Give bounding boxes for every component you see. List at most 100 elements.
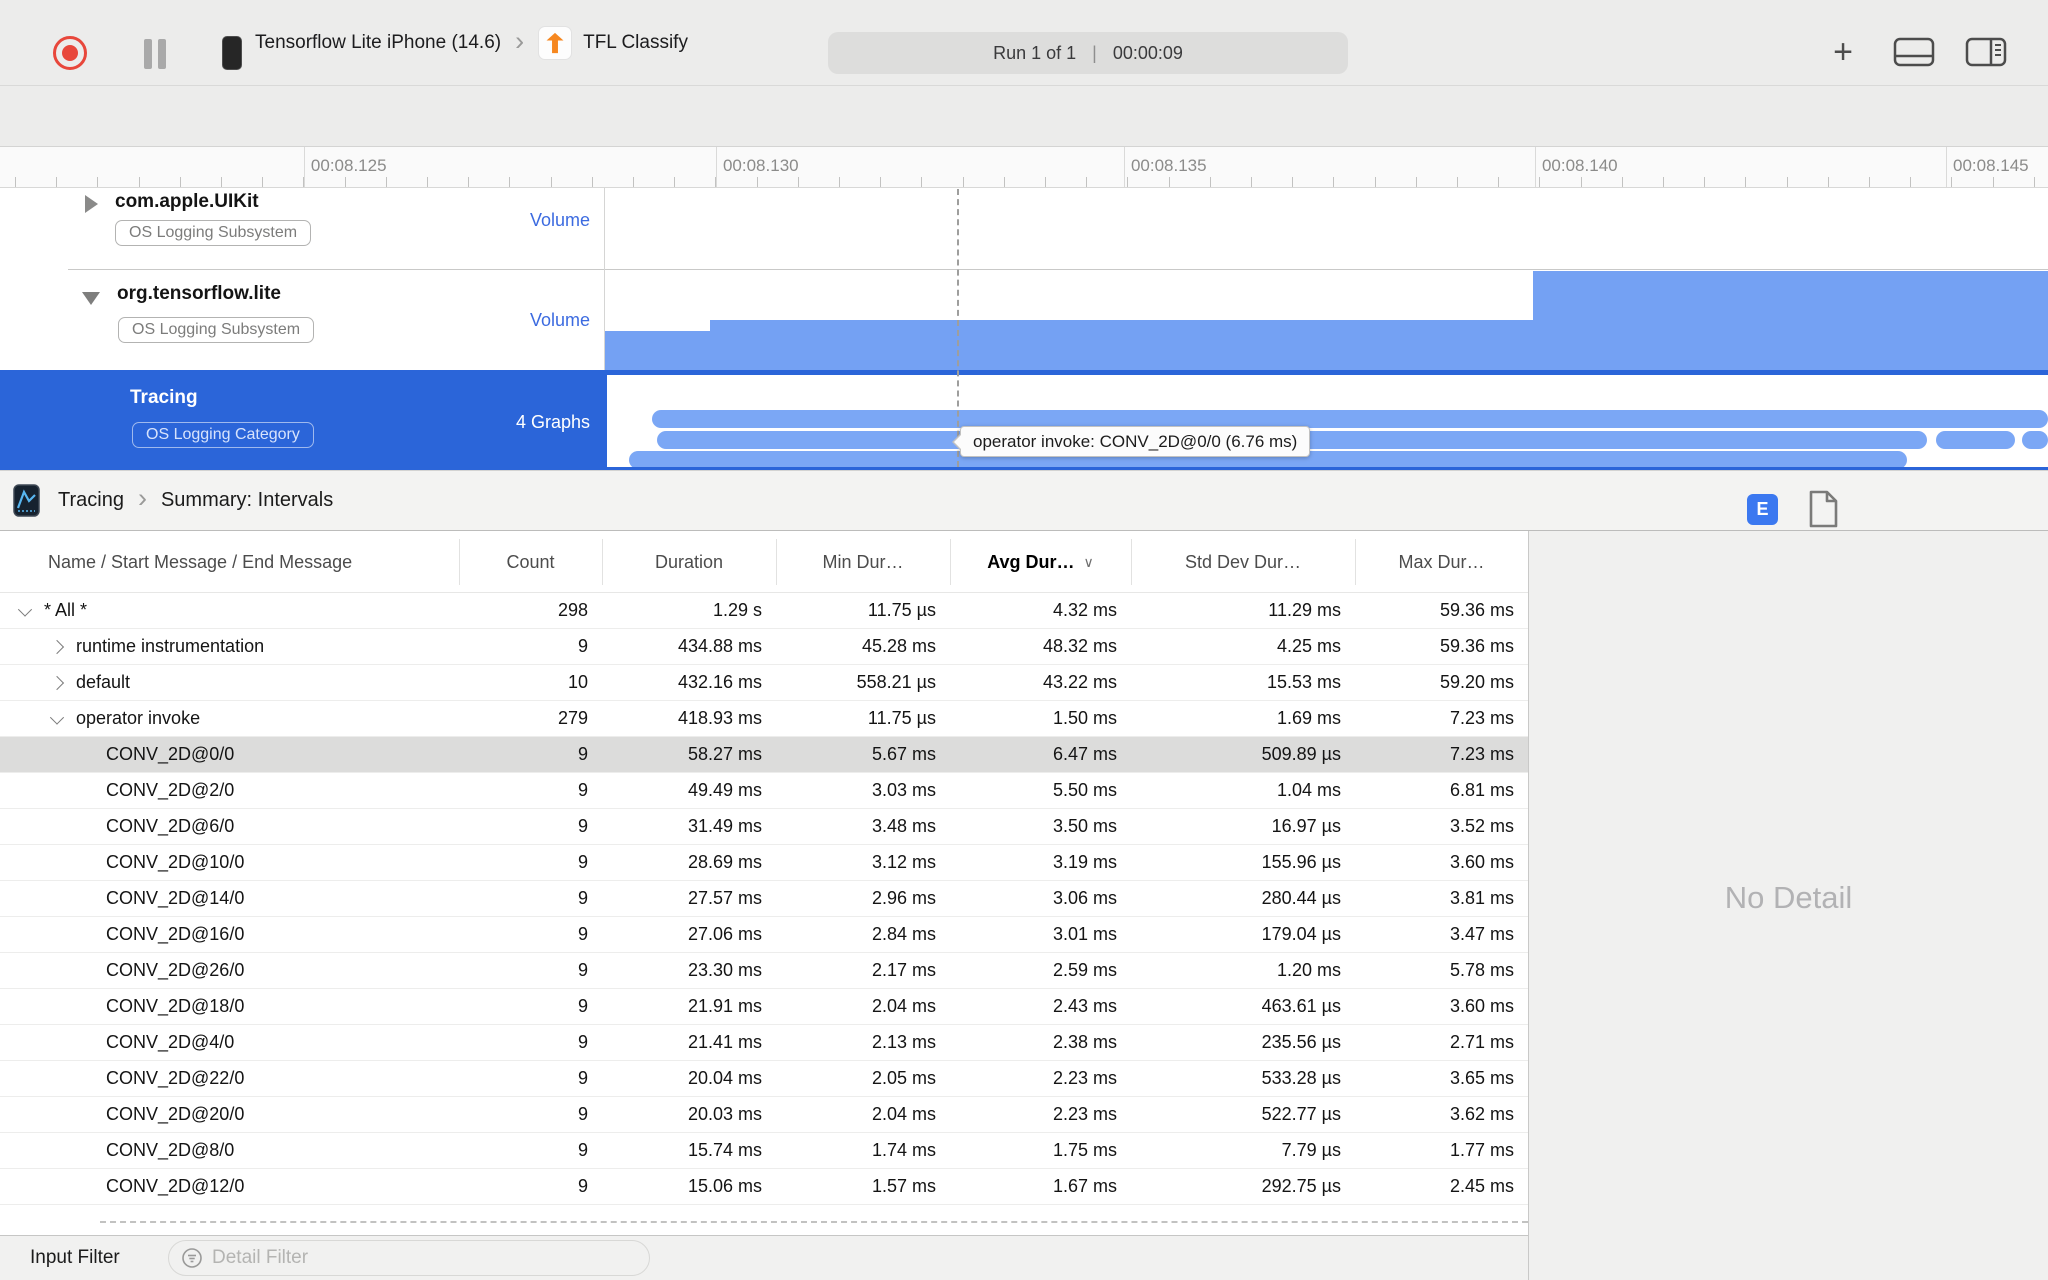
row-value-cell: 21.91 ms — [687, 996, 762, 1016]
track-filter-bar: Track Filter All Tracks Duplicate — [0, 86, 2048, 222]
column-header-min[interactable]: Min Dur… — [776, 531, 950, 593]
track-row-uikit[interactable]: com.apple.UIKit OS Logging Subsystem Vol… — [0, 188, 2048, 270]
row-value-cell: 1.29 s — [712, 600, 762, 620]
table-row[interactable]: runtime instrumentation 9 434.88 ms 45.28 m… — [0, 629, 1528, 665]
row-value-cell: 6.81 ms — [1449, 780, 1514, 800]
table-row[interactable]: CONV_2D@0/0 9 58.27 ms 5.67 ms 6.47 ms 509.89… — [0, 737, 1528, 773]
minor-tick — [1457, 177, 1458, 187]
column-header-stddev[interactable]: Std Dev Dur… — [1131, 531, 1355, 593]
minor-tick — [962, 177, 964, 187]
disclosure-triangle-icon[interactable] — [82, 292, 100, 305]
table-cutoff-indicator — [100, 1221, 1528, 1223]
row-value-cell: 45.28 ms — [861, 636, 936, 656]
column-header-name[interactable]: Name / Start Message / End Message — [48, 551, 353, 572]
table-row[interactable]: CONV_2D@6/0 9 31.49 ms 3.48 ms 3.50 ms 16.97 … — [0, 809, 1528, 845]
minor-tick — [385, 177, 387, 187]
row-name: CONV_2D@4/0 — [106, 1032, 235, 1052]
time-label: 00:08.130 — [722, 156, 799, 175]
disclosure-chevron-icon[interactable] — [49, 710, 65, 725]
toggle-bottom-panel-button[interactable] — [1892, 36, 1936, 68]
time-label: 00:08.145 — [1953, 156, 2029, 175]
extended-detail-button[interactable]: E — [1747, 494, 1778, 525]
table-row[interactable]: CONV_2D@4/0 9 21.41 ms 2.13 ms 2.38 ms 235.56… — [0, 1025, 1528, 1061]
table-row[interactable]: CONV_2D@16/0 9 27.06 ms 2.84 ms 3.01 ms 179.0… — [0, 917, 1528, 953]
pause-button[interactable] — [144, 39, 168, 69]
track-meta[interactable]: Volume — [529, 310, 590, 330]
table-row[interactable]: CONV_2D@18/0 9 21.91 ms 2.04 ms 2.43 ms 463.6… — [0, 989, 1528, 1025]
table-row[interactable]: default 10 432.16 ms 558.21 µs 43.22 ms 15.53… — [0, 665, 1528, 701]
breadcrumb-page[interactable]: Summary: Intervals — [160, 489, 334, 511]
row-value-cell: 3.12 ms — [871, 852, 936, 872]
table-row[interactable]: CONV_2D@2/0 9 49.49 ms 3.03 ms 5.50 ms 1.04 m… — [0, 773, 1528, 809]
minor-tick — [2033, 177, 2035, 187]
detail-filter-input[interactable]: Detail Filter — [168, 1240, 650, 1276]
row-name-cell: CONV_2D@16/0 — [0, 924, 459, 945]
table-body: * All * 298 1.29 s 11.75 µs 4.32 ms 11.29 ms 5… — [0, 593, 1528, 1210]
row-value-cell: 11.75 µs — [867, 708, 936, 728]
record-button[interactable] — [53, 36, 87, 70]
minor-tick — [221, 177, 222, 187]
table-row[interactable]: CONV_2D@26/0 9 23.30 ms 2.17 ms 2.59 ms 1.20 … — [0, 953, 1528, 989]
disclosure-chevron-icon[interactable] — [49, 639, 65, 654]
table-row[interactable]: CONV_2D@12/0 9 15.06 ms 1.57 ms 1.67 ms 292.7… — [0, 1169, 1528, 1205]
row-name: CONV_2D@16/0 — [106, 924, 245, 944]
interval-bar[interactable] — [628, 451, 1907, 467]
document-detail-button[interactable] — [1806, 490, 1840, 533]
minor-tick — [1127, 177, 1129, 187]
row-name-cell: CONV_2D@12/0 — [0, 1176, 459, 1197]
add-instrument-button[interactable]: + — [1833, 33, 1853, 71]
volume-area-chart[interactable] — [605, 270, 2048, 370]
target-breadcrumb[interactable]: Tensorflow Lite iPhone (14.6) › TFL Clas… — [255, 0, 688, 86]
disclosure-chevron-icon[interactable] — [17, 602, 33, 617]
track-badge: OS Logging Subsystem — [115, 220, 312, 246]
column-header-count[interactable]: Count — [459, 531, 602, 593]
interval-bar[interactable] — [2022, 431, 2048, 449]
row-value-cell: 9 — [577, 888, 588, 908]
table-row[interactable]: CONV_2D@22/0 9 20.04 ms 2.05 ms 2.23 ms 533.2… — [0, 1061, 1528, 1097]
column-header-duration[interactable]: Duration — [602, 531, 776, 593]
row-value-cell: 23.30 ms — [687, 960, 762, 980]
table-row[interactable]: CONV_2D@14/0 9 27.57 ms 2.96 ms 3.06 ms 280.4… — [0, 881, 1528, 917]
table-row[interactable]: CONV_2D@20/0 9 20.03 ms 2.04 ms 2.23 ms 522.7… — [0, 1097, 1528, 1133]
timeline-cursor[interactable] — [957, 189, 959, 467]
app-name[interactable]: TFL Classify — [583, 32, 688, 53]
table-row[interactable]: operator invoke 279 418.93 ms 11.75 µs 1.50 … — [0, 701, 1528, 737]
chevron-right-icon: › — [137, 483, 147, 513]
time-label: 00:08.135 — [1130, 156, 1207, 175]
track-title: com.apple.UIKit — [115, 191, 259, 212]
row-name: CONV_2D@26/0 — [106, 960, 245, 980]
track-label-divider[interactable] — [604, 188, 605, 370]
table-row[interactable]: CONV_2D@8/0 9 15.74 ms 1.74 ms 1.75 ms 7.79 µ… — [0, 1133, 1528, 1169]
minor-tick — [1992, 177, 1994, 187]
right-panel-icon — [1965, 37, 2007, 67]
tracing-intervals-graph[interactable]: operator invoke: CONV_2D@0/0 (6.76 ms) — [607, 375, 2048, 467]
disclosure-triangle-icon[interactable] — [85, 195, 98, 213]
timeline-ruler[interactable]: 00:08.125 00:08.130 00:08.135 00:08.140 00:0… — [0, 146, 2048, 188]
column-header-avg[interactable]: Avg Dur… ∨ — [950, 531, 1131, 593]
row-value-cell: 2.71 ms — [1449, 1032, 1514, 1052]
column-header-max[interactable]: Max Dur… — [1355, 531, 1528, 593]
table-row[interactable]: * All * 298 1.29 s 11.75 µs 4.32 ms 11.29 ms 5… — [0, 593, 1528, 629]
track-meta[interactable]: Volume — [529, 210, 590, 230]
row-name-cell: CONV_2D@0/0 — [0, 744, 459, 765]
row-name-cell: CONV_2D@14/0 — [0, 888, 459, 909]
row-value-cell: 2.05 ms — [871, 1068, 936, 1088]
toggle-right-panel-button[interactable] — [1964, 36, 2008, 68]
table-row[interactable]: CONV_2D@10/0 9 28.69 ms 3.12 ms 3.19 ms 155.9… — [0, 845, 1528, 881]
breadcrumb-root[interactable]: Tracing — [58, 489, 124, 511]
row-value-cell: 7.23 ms — [1449, 708, 1514, 728]
row-value-cell: 9 — [577, 1176, 588, 1196]
device-name[interactable]: Tensorflow Lite iPhone (14.6) — [255, 32, 502, 53]
row-value-cell: 9 — [577, 960, 588, 980]
interval-bar[interactable] — [1935, 431, 2015, 449]
interval-bar[interactable] — [651, 410, 2048, 428]
minor-tick — [797, 177, 799, 187]
row-name: default — [76, 672, 131, 692]
row-value-cell: 3.19 ms — [1052, 852, 1117, 872]
toolbar: Tensorflow Lite iPhone (14.6) › TFL Clas… — [0, 0, 2048, 86]
major-gridline — [303, 147, 305, 187]
disclosure-chevron-icon[interactable] — [49, 675, 65, 690]
row-value-cell: 1.20 ms — [1276, 960, 1341, 980]
row-value-cell: 3.65 ms — [1449, 1068, 1514, 1088]
row-value-cell: 59.36 ms — [1439, 600, 1514, 620]
